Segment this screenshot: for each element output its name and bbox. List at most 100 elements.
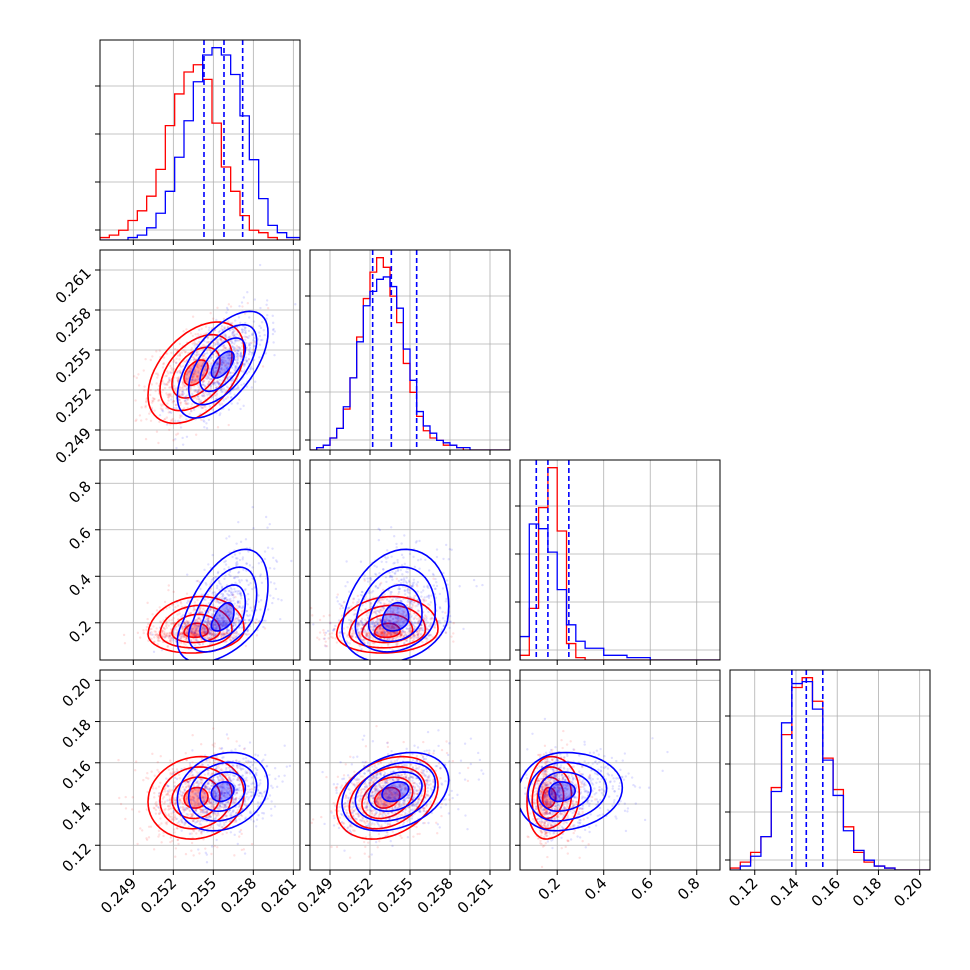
scatter-point: [394, 636, 397, 639]
scatter-point: [223, 821, 226, 824]
scatter-point: [212, 811, 216, 814]
scatter-point: [195, 397, 199, 401]
scatter-point: [246, 629, 250, 632]
scatter-point: [183, 635, 186, 638]
scatter-point: [444, 631, 447, 634]
scatter-point: [432, 584, 436, 587]
scatter-point: [195, 638, 198, 641]
scatter-point: [198, 611, 201, 615]
histogram-panel-3: [730, 670, 930, 870]
scatter-point: [227, 377, 230, 380]
scatter-point: [217, 351, 221, 355]
scatter-point: [163, 636, 166, 639]
scatter-point: [201, 626, 204, 629]
scatter-point: [235, 617, 238, 621]
scatter-point: [475, 585, 478, 588]
scatter-point: [208, 405, 212, 408]
scatter-point: [216, 389, 219, 393]
scatter-point: [373, 642, 376, 645]
scatter-point: [223, 596, 227, 600]
scatter-point: [188, 809, 191, 812]
scatter-point: [184, 852, 188, 856]
scatter-point: [353, 608, 356, 612]
scatter-point: [237, 356, 240, 359]
scatter-point: [194, 379, 198, 383]
scatter-point: [234, 635, 238, 639]
scatter-point: [245, 372, 249, 375]
scatter-point: [219, 626, 222, 630]
scatter-point: [380, 630, 384, 633]
scatter-point: [262, 619, 265, 622]
scatter-point: [181, 381, 185, 385]
scatter-point: [389, 607, 392, 610]
scatter-point: [212, 634, 216, 638]
scatter-point: [204, 367, 207, 370]
scatter-point: [235, 361, 239, 364]
scatter-point: [211, 634, 215, 637]
scatter-point: [216, 600, 220, 604]
scatter-point: [243, 363, 247, 366]
scatter-point: [244, 331, 247, 334]
scatter-point: [225, 611, 228, 615]
scatter-point: [168, 807, 171, 810]
scatter-point: [215, 599, 218, 602]
scatter-point: [168, 378, 171, 382]
scatter-point: [185, 636, 188, 640]
scatter-point: [229, 375, 232, 378]
scatter-point: [207, 383, 210, 386]
scatter-point: [173, 785, 177, 788]
scatter-point: [201, 357, 204, 360]
scatter-point: [202, 360, 206, 364]
scatter-point: [383, 631, 386, 634]
scatter-point: [214, 371, 217, 374]
scatter-point: [415, 599, 419, 602]
scatter-point: [401, 621, 405, 625]
scatter-point: [171, 371, 175, 374]
scatter-point: [181, 631, 184, 634]
scatter-point: [406, 571, 409, 574]
scatter-point: [412, 625, 416, 628]
scatter-point: [402, 597, 405, 601]
scatter-point: [187, 647, 191, 650]
scatter-point: [405, 589, 409, 592]
scatter-point: [211, 784, 214, 787]
scatter-point: [213, 742, 216, 745]
scatter-point: [390, 625, 394, 628]
scatter-point: [208, 791, 212, 794]
scatter-point: [135, 376, 138, 380]
scatter-point: [417, 634, 420, 637]
scatter-point: [212, 577, 215, 580]
scatter-point: [194, 388, 198, 392]
scatter-point: [226, 361, 230, 365]
scatter-point: [154, 808, 158, 812]
scatter-point: [208, 632, 211, 635]
scatter-point: [213, 752, 216, 755]
scatter-point: [191, 820, 195, 823]
scatter-point: [209, 387, 213, 391]
scatter-point: [458, 585, 461, 588]
scatter-point: [220, 598, 224, 602]
scatter-point: [192, 606, 196, 609]
scatter-point: [224, 563, 228, 566]
scatter-point: [376, 605, 379, 608]
scatter-point: [200, 364, 203, 368]
scatter-point: [209, 362, 212, 365]
scatter-point: [164, 636, 167, 639]
scatter-point: [178, 637, 182, 640]
scatter-point: [169, 759, 172, 762]
scatter-point: [413, 565, 417, 569]
scatter-point: [356, 594, 359, 598]
scatter-point: [388, 621, 392, 625]
scatter-point: [377, 624, 381, 628]
scatter-point: [383, 636, 386, 639]
scatter-point: [205, 422, 208, 425]
scatter-point: [239, 367, 242, 370]
scatter-point: [237, 601, 240, 604]
scatter-point: [441, 617, 445, 620]
scatter-point: [168, 378, 171, 382]
scatter-point: [202, 391, 205, 394]
scatter-point: [403, 633, 407, 636]
scatter-point: [179, 401, 183, 404]
scatter-point: [156, 388, 160, 391]
scatter-point: [395, 624, 399, 628]
